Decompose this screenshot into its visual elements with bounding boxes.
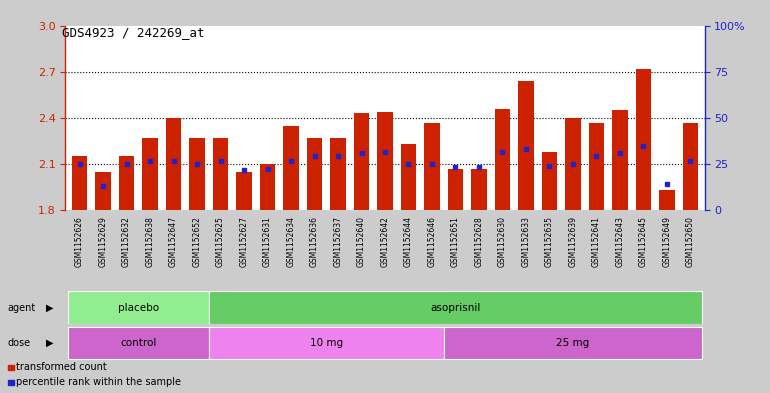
Bar	[307, 138, 322, 210]
Text: dose: dose	[8, 338, 31, 348]
Bar	[401, 144, 416, 210]
Bar	[142, 138, 158, 210]
Bar	[119, 156, 134, 210]
Text: GSM1152647: GSM1152647	[169, 216, 178, 267]
Bar	[636, 69, 651, 210]
Text: GSM1152639: GSM1152639	[568, 216, 578, 267]
Bar	[95, 172, 111, 210]
Bar	[68, 292, 209, 323]
Bar	[471, 169, 487, 210]
Text: GSM1152644: GSM1152644	[404, 216, 413, 267]
Bar	[354, 113, 369, 210]
Text: GSM1152631: GSM1152631	[263, 216, 272, 267]
Bar	[495, 108, 510, 210]
Text: GSM1152632: GSM1152632	[122, 216, 131, 267]
Text: GSM1152633: GSM1152633	[521, 216, 531, 267]
Bar	[518, 81, 534, 210]
Text: ▶: ▶	[46, 303, 54, 312]
Bar	[68, 327, 209, 359]
Text: GSM1152641: GSM1152641	[592, 216, 601, 267]
Bar	[189, 138, 205, 210]
Bar	[72, 156, 87, 210]
Bar	[444, 327, 702, 359]
Bar	[542, 152, 557, 210]
Text: GSM1152628: GSM1152628	[474, 216, 484, 267]
Text: GDS4923 / 242269_at: GDS4923 / 242269_at	[62, 26, 204, 39]
Text: asoprisnil: asoprisnil	[430, 303, 480, 312]
Text: GSM1152646: GSM1152646	[427, 216, 437, 267]
Bar	[612, 110, 628, 210]
Text: GSM1152637: GSM1152637	[333, 216, 343, 267]
Text: GSM1152640: GSM1152640	[357, 216, 366, 267]
Text: 10 mg: 10 mg	[310, 338, 343, 348]
Text: 25 mg: 25 mg	[557, 338, 590, 348]
Text: GSM1152626: GSM1152626	[75, 216, 84, 267]
Bar	[236, 172, 252, 210]
Text: GSM1152642: GSM1152642	[380, 216, 390, 267]
Bar	[209, 292, 702, 323]
Text: GSM1152651: GSM1152651	[451, 216, 460, 267]
Text: GSM1152649: GSM1152649	[662, 216, 671, 267]
Bar	[260, 164, 275, 210]
Text: GSM1152645: GSM1152645	[639, 216, 648, 267]
Bar	[166, 118, 181, 210]
Bar	[683, 123, 698, 210]
Text: GSM1152635: GSM1152635	[545, 216, 554, 267]
Bar	[659, 190, 675, 210]
Bar	[377, 112, 393, 210]
Text: agent: agent	[8, 303, 36, 312]
Text: GSM1152630: GSM1152630	[498, 216, 507, 267]
Text: transformed count: transformed count	[16, 362, 107, 372]
Text: placebo: placebo	[118, 303, 159, 312]
Bar	[424, 123, 440, 210]
Text: GSM1152652: GSM1152652	[192, 216, 202, 267]
Text: GSM1152629: GSM1152629	[99, 216, 108, 267]
Bar	[209, 327, 444, 359]
Text: GSM1152627: GSM1152627	[239, 216, 249, 267]
Text: GSM1152636: GSM1152636	[310, 216, 319, 267]
Bar	[589, 123, 604, 210]
Text: GSM1152634: GSM1152634	[286, 216, 296, 267]
Bar	[448, 169, 463, 210]
Text: GSM1152650: GSM1152650	[686, 216, 695, 267]
Bar	[213, 138, 228, 210]
Text: GSM1152625: GSM1152625	[216, 216, 225, 267]
Text: GSM1152638: GSM1152638	[146, 216, 155, 267]
Bar	[565, 118, 581, 210]
Bar	[283, 126, 299, 210]
Text: percentile rank within the sample: percentile rank within the sample	[16, 377, 181, 387]
Text: GSM1152643: GSM1152643	[615, 216, 624, 267]
Text: control: control	[120, 338, 156, 348]
Bar	[330, 138, 346, 210]
Text: ▶: ▶	[46, 338, 54, 348]
